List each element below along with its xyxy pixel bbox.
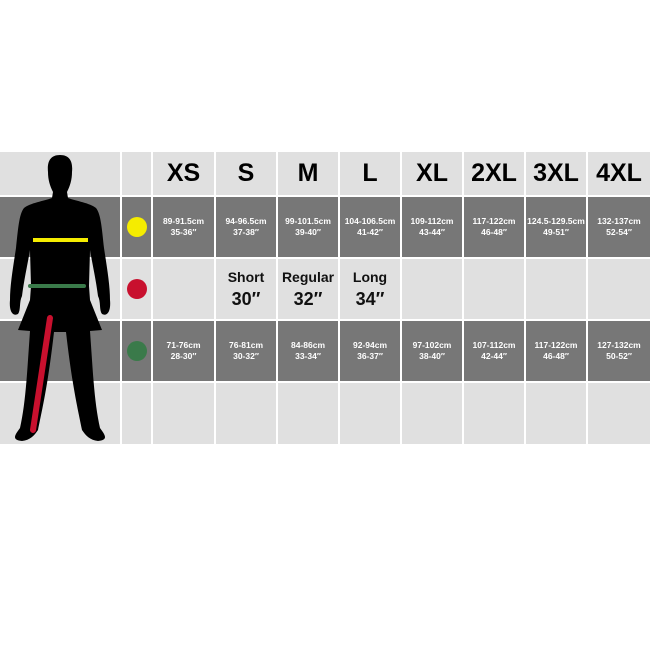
waist-measure-line [28,284,86,288]
table-cell [122,197,151,257]
inch-value: 39-40″ [295,227,321,237]
inseam-measure-line [30,315,53,433]
table-cell [526,383,586,444]
inch-value: 42-44″ [481,351,507,361]
table-cell: 76-81cm 30-32″ [216,321,276,381]
table-cell [588,259,650,319]
green-dot-icon [126,341,147,361]
red-dot-icon [126,279,147,299]
inch-value: 52-54″ [606,227,632,237]
table-cell: Short 30″ [216,259,276,319]
size-label: L [362,159,378,187]
inch-value: 28-30″ [170,351,197,361]
cm-value: 89-91.5cm [162,216,205,226]
yellow-dot-icon [126,217,147,237]
cm-value: 117-122cm [472,216,516,226]
cm-value: 109-112cm [410,216,454,226]
size-label: 4XL [596,159,642,187]
cm-value: 76-81cm [228,340,264,350]
table-cell: Regular 32″ [278,259,338,319]
table-cell [588,383,650,444]
size-header: S [216,152,276,195]
size-header: L [340,152,400,195]
cm-value: 107-112cm [472,340,516,350]
size-header: XS [153,152,214,195]
table-cell: 132-137cm 52-54″ [588,197,650,257]
leg-name: Long [352,268,388,285]
cm-value: 71-76cm [166,340,201,350]
leg-name: Short [227,268,265,285]
table-cell [278,383,338,444]
table-cell: 127-132cm 50-52″ [588,321,650,381]
size-label: S [237,159,255,187]
table-cell: 107-112cm 42-44″ [464,321,524,381]
table-cell: 99-101.5cm 39-40″ [278,197,338,257]
table-cell [122,321,151,381]
cm-value: 99-101.5cm [285,216,331,226]
leg-name: Regular [281,268,335,285]
table-cell [402,259,462,319]
table-cell: Long 34″ [340,259,400,319]
inch-value: 30-32″ [233,351,259,361]
cm-value: 94-96.5cm [225,216,267,226]
inch-value: 35-36″ [170,227,197,237]
size-header: 3XL [526,152,586,195]
table-cell: 92-94cm 36-37″ [340,321,400,381]
cm-value: 92-94cm [352,340,388,350]
inch-value: 50-52″ [606,351,632,361]
table-cell [464,259,524,319]
table-cell [153,383,214,444]
inch-value: 38-40″ [419,351,445,361]
table-cell: 94-96.5cm 37-38″ [216,197,276,257]
table-cell [340,383,400,444]
inch-value: 37-38″ [233,227,259,237]
table-cell: 124.5-129.5cm 49-51″ [526,197,586,257]
table-cell [216,383,276,444]
inch-value: 41-42″ [357,227,383,237]
table-cell [464,383,524,444]
inch-value: 49-51″ [543,227,569,237]
table-cell [402,383,462,444]
size-label: 2XL [471,159,517,187]
inch-value: 46-48″ [543,351,569,361]
table-cell: 109-112cm 43-44″ [402,197,462,257]
size-header: XL [402,152,462,195]
cm-value: 124.5-129.5cm [527,216,585,226]
body-silhouette-icon [9,155,111,441]
table-cell: 117-122cm 46-48″ [464,197,524,257]
cm-value: 117-122cm [534,340,578,350]
table-cell [122,259,151,319]
size-header: M [278,152,338,195]
table-cell: 71-76cm 28-30″ [153,321,214,381]
inch-value: 46-48″ [481,227,507,237]
chest-measure-line [33,238,88,242]
leg-length: 32″ [293,288,323,309]
size-label: XS [166,159,201,187]
table-cell: 104-106.5cm 41-42″ [340,197,400,257]
inch-value: 36-37″ [357,351,383,361]
leg-length: 30″ [231,288,261,309]
table-cell: 97-102cm 38-40″ [402,321,462,381]
cm-value: 97-102cm [412,340,452,350]
cm-value: 132-137cm [597,216,641,226]
leg-length: 34″ [355,288,385,309]
size-label: M [297,159,319,187]
size-header: 2XL [464,152,524,195]
table-cell [122,383,151,444]
size-label: XL [416,159,448,187]
table-cell: 89-91.5cm 35-36″ [153,197,214,257]
cm-value: 84-86cm [290,340,326,350]
size-header: 4XL [588,152,650,195]
header-blank [122,152,151,195]
cm-value: 127-132cm [597,340,641,350]
table-cell: 84-86cm 33-34″ [278,321,338,381]
table-cell [153,259,214,319]
size-label: 3XL [533,159,579,187]
table-cell [526,259,586,319]
inch-value: 43-44″ [419,227,445,237]
cm-value: 104-106.5cm [344,216,396,226]
table-cell: 117-122cm 46-48″ [526,321,586,381]
inch-value: 33-34″ [295,351,321,361]
